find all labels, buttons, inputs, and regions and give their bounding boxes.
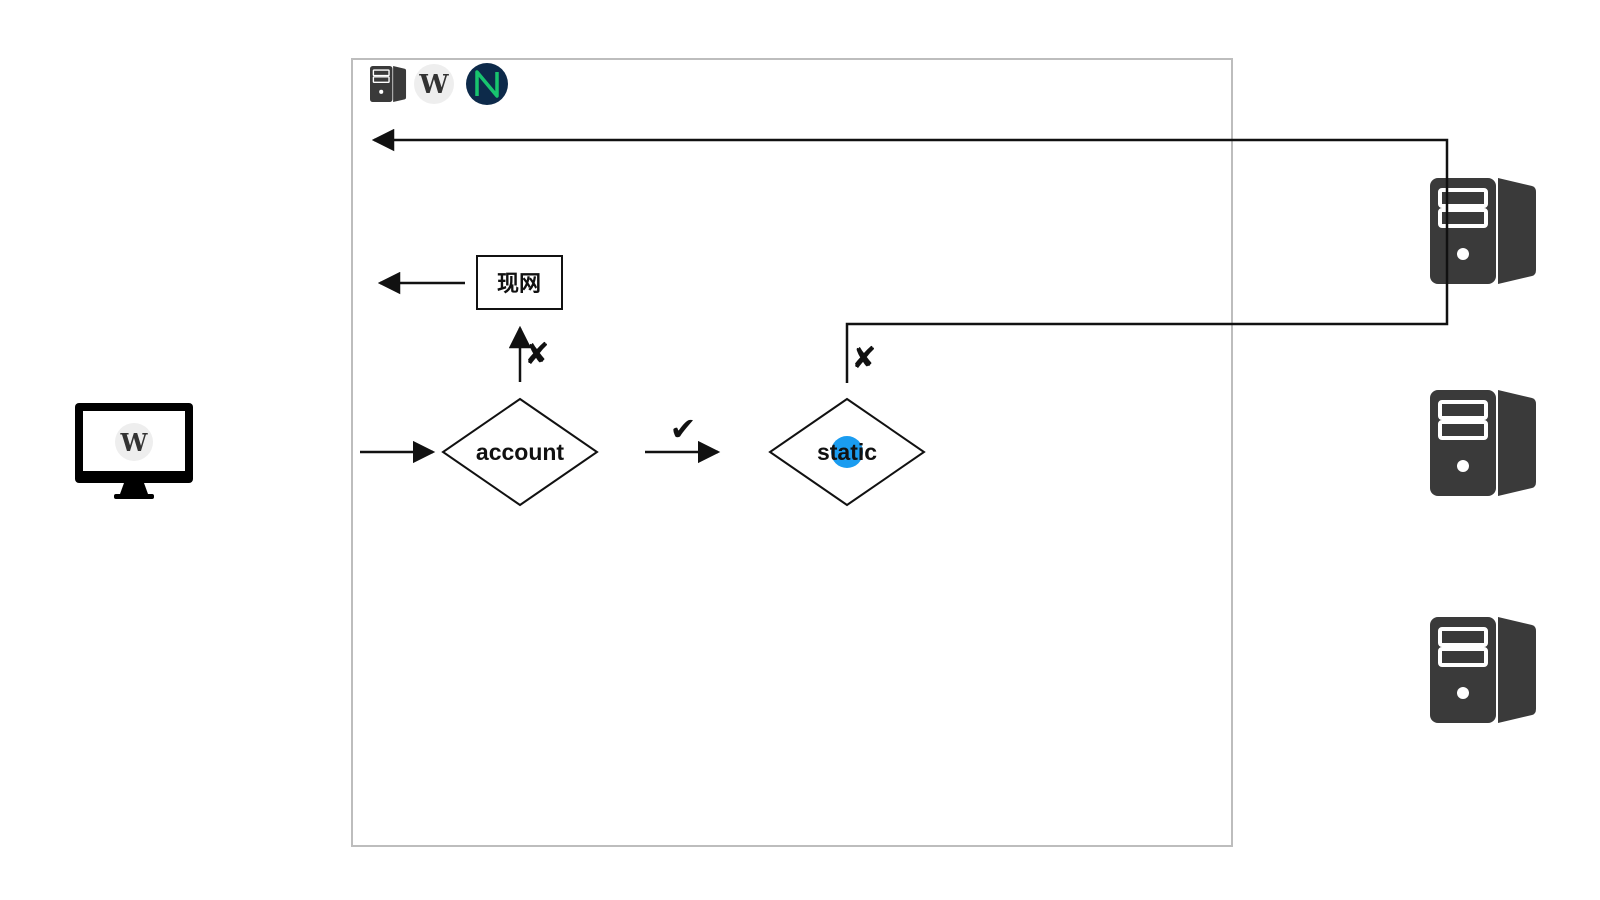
backend-server-icon-2 [1428, 388, 1538, 498]
cursor-dot [831, 436, 863, 468]
server-small-icon [369, 65, 407, 103]
prod-label: 现网 [497, 272, 541, 297]
gateway-frame [351, 58, 1233, 847]
svg-text:W: W [120, 428, 149, 457]
nginx-icon [466, 63, 508, 105]
static-label: static [817, 439, 877, 465]
pass-mark: ✔ [670, 410, 697, 448]
prod-node: 现网 [476, 255, 563, 310]
reject-mark-static: ✘ [851, 341, 876, 376]
reject-mark-account: ✘ [524, 337, 549, 372]
static-decision: static [768, 397, 926, 507]
w-logo-icon: W [414, 64, 454, 104]
account-label: account [476, 439, 565, 465]
backend-server-icon-3 [1428, 615, 1538, 725]
svg-text:W: W [418, 70, 449, 100]
client-monitor-icon: W [75, 403, 193, 499]
account-decision: account [441, 397, 599, 507]
route-static-to-server [371, 128, 1449, 383]
